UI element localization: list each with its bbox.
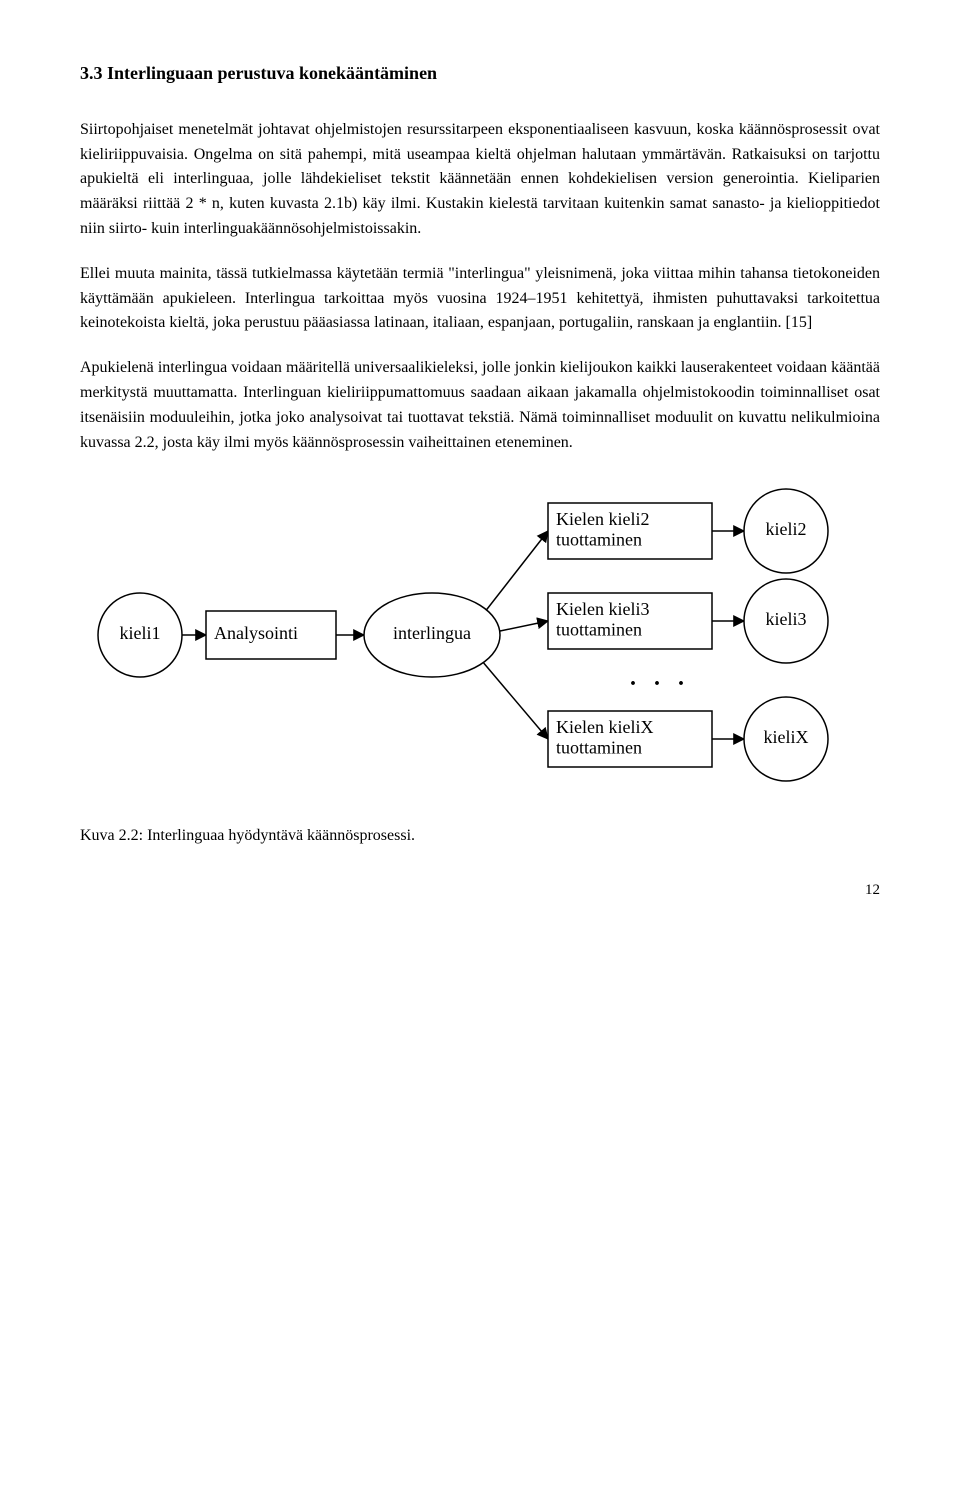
svg-text:tuottaminen: tuottaminen (556, 738, 642, 758)
svg-text:Kielen kieli2: Kielen kieli2 (556, 509, 649, 529)
svg-text:Analysointi: Analysointi (214, 624, 298, 644)
flowchart-svg: kieli1 Analysointi interlingua Kielen kieli… (80, 485, 860, 795)
svg-text:Kielen kieli3: Kielen kieli3 (556, 599, 649, 619)
paragraph-3: Apukielenä interlingua voidaan määritell… (80, 356, 880, 455)
paragraph-1: Siirtopohjaiset menetelmät johtavat ohje… (80, 118, 880, 242)
svg-text:interlingua: interlingua (393, 624, 471, 644)
svg-text:kieli2: kieli2 (766, 520, 807, 540)
page-number: 12 (80, 879, 880, 902)
flowchart-diagram: kieli1 Analysointi interlingua Kielen kieli… (80, 485, 880, 804)
svg-text:kieliX: kieliX (764, 728, 809, 748)
section-heading: 3.3 Interlinguaan perustuva konekääntämi… (80, 60, 880, 88)
svg-text:Kielen kieliX: Kielen kieliX (556, 717, 653, 737)
svg-text:tuottaminen: tuottaminen (556, 530, 642, 550)
svg-text:kieli3: kieli3 (766, 610, 807, 630)
paragraph-2: Ellei muuta mainita, tässä tutkielmassa … (80, 262, 880, 336)
svg-text:tuottaminen: tuottaminen (556, 620, 642, 640)
svg-text:. . .: . . . (630, 665, 690, 691)
svg-text:kieli1: kieli1 (120, 624, 161, 644)
figure-caption: Kuva 2.2: Interlinguaa hyödyntävä käännö… (80, 824, 880, 849)
